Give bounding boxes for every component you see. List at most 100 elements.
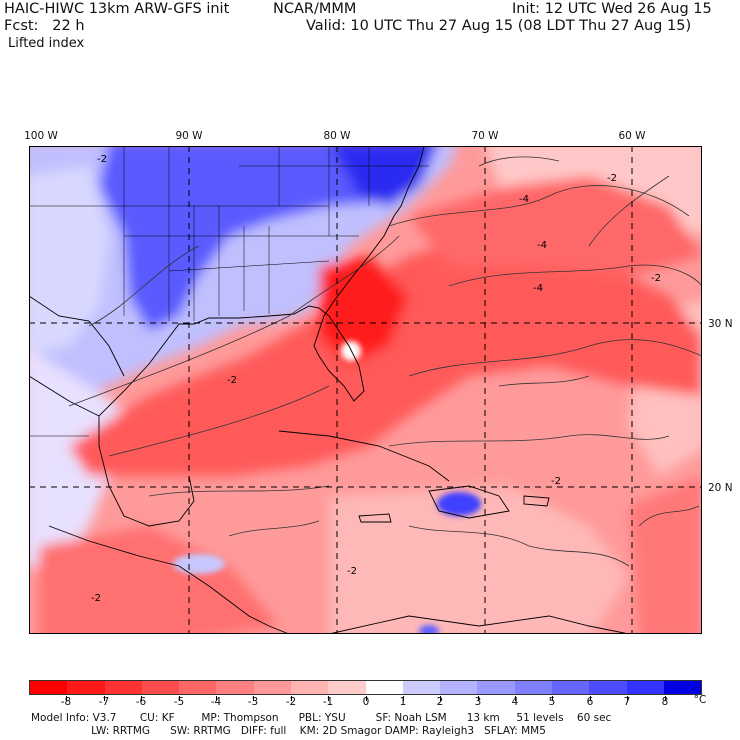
colorbar-swatch (402, 681, 441, 694)
colorbar-swatch (663, 681, 702, 694)
colorbar-tick (366, 696, 367, 701)
lon-label-80w: 80 W (323, 130, 351, 142)
colorbar-tick-label: 4 (511, 696, 519, 708)
blue-blob-south (419, 625, 439, 634)
colorbar-tick (328, 696, 329, 701)
red-region-southeast (629, 476, 702, 634)
forecast-hour: Fcst: 22 h (4, 18, 85, 34)
colorbar-swatch (514, 681, 552, 694)
contour-label: -4 (537, 240, 547, 251)
coastline-cuba (278, 430, 450, 482)
coastline-puerto-rico (523, 495, 550, 507)
colorbar-swatch (440, 681, 478, 694)
coastlines (29, 146, 630, 634)
coastline-us-gulf (29, 146, 425, 417)
red-core-florida (319, 256, 409, 366)
coastline-jamaica (358, 513, 392, 523)
pink-area-caribbean (329, 486, 629, 634)
colorbar-tick (66, 696, 67, 701)
pale-blue-west (29, 166, 109, 355)
colorbar-swatch (216, 681, 254, 694)
colorbar-swatch (551, 681, 590, 694)
org-label: NCAR/MMM (273, 1, 357, 17)
model-info-line-1: Model Info: V3.7 CU: KF MP: Thompson PBL… (31, 712, 612, 724)
colorbar-tick (291, 696, 292, 701)
pale-region-mexico (29, 349, 119, 566)
colorbar-tick (627, 696, 628, 701)
contour-label: -2 (227, 375, 237, 386)
colorbar-tick-label: -7 (98, 696, 110, 708)
colorbar-swatch (477, 681, 515, 694)
map-border (29, 146, 702, 634)
contour-label: -2 (651, 273, 661, 284)
contour-label: -2 (91, 593, 101, 604)
colorbar-tick-label: 1 (399, 696, 407, 708)
colorbar (29, 680, 702, 695)
colorbar-tick (440, 696, 441, 701)
model-title: HAIC-HIWC 13km ARW-GFS init (4, 1, 230, 17)
colorbar-tick (253, 696, 254, 701)
colorbar-tick-label: 5 (548, 696, 556, 708)
colorbar-tick (216, 696, 217, 701)
colorbar-swatch (365, 681, 403, 694)
coastline-south-america (328, 615, 630, 634)
colorbar-tick (104, 696, 105, 701)
lon-label-60w: 60 W (618, 130, 646, 142)
colorbar-tick (590, 696, 591, 701)
contours (68, 156, 702, 567)
colorbar-tick (552, 696, 553, 701)
colorbar-swatch (626, 681, 664, 694)
lon-label-70w: 70 W (471, 130, 499, 142)
colorbar-swatch (141, 681, 180, 694)
colorbar-tick-label: 6 (586, 696, 594, 708)
colorbar-tick (665, 696, 666, 701)
blue-blob-hispaniola (437, 492, 481, 516)
colorbar-tick-label: 2 (436, 696, 444, 708)
contour-label: -2 (551, 476, 561, 487)
red-region-south (39, 526, 279, 634)
colorbar-unit: °C (693, 694, 707, 706)
red-band-atlantic (409, 176, 702, 276)
lon-label-100w: 100 W (24, 130, 58, 142)
deep-blue-northeast (331, 146, 437, 206)
colorbar-tick (141, 696, 142, 701)
border-us-mexico (29, 295, 125, 377)
state-borders (29, 146, 429, 437)
colorbar-tick-label: 0 (362, 696, 370, 708)
model-info-line-2: LW: RRTMG SW: RRTMG DIFF: full KM: 2D Sm… (31, 725, 546, 737)
colorbar-tick-label: -6 (135, 696, 147, 708)
colorbar-tick (403, 696, 404, 701)
coastline-hispaniola (428, 485, 510, 519)
colorbar-tick-label: -3 (247, 696, 259, 708)
colorbar-tick-label: -8 (60, 696, 72, 708)
colorbar-tick-label: 8 (661, 696, 669, 708)
colorbar-tick (478, 696, 479, 701)
lifted-index-map: -2 -2 -4 -4 -4 -2 -2 -2 -2 -2 (29, 146, 702, 634)
init-time: Init: 12 UTC Wed 26 Aug 15 (512, 1, 712, 17)
colorbar-swatch (290, 681, 329, 694)
lon-label-90w: 90 W (175, 130, 203, 142)
contour-label: -2 (607, 173, 617, 184)
contour-label: -4 (533, 283, 543, 294)
colorbar-swatch (589, 681, 627, 694)
colorbar-tick-label: 7 (623, 696, 631, 708)
red-belt-gulf (69, 236, 702, 476)
field-name: Lifted index (8, 36, 85, 51)
colorbar-swatch (67, 681, 105, 694)
lat-label-30n: 30 N (708, 318, 733, 330)
contour-label: -2 (347, 566, 357, 577)
lat-lon-grid (29, 146, 702, 634)
colorbar-tick-label: -5 (173, 696, 185, 708)
deep-blue-core (99, 146, 437, 331)
colorbar-tick-label: -2 (285, 696, 297, 708)
colorbar-swatch (30, 681, 68, 694)
colorbar-tick-label: 3 (474, 696, 482, 708)
contour-label: -4 (519, 194, 529, 205)
colorbar-swatch (328, 681, 366, 694)
lat-label-20n: 20 N (708, 482, 733, 494)
blue-blob-central-america (173, 554, 225, 574)
valid-time: Valid: 10 UTC Thu 27 Aug 15 (08 LDT Thu … (306, 18, 692, 34)
coastline-central-america (48, 525, 290, 634)
colorbar-tick-label: -1 (322, 696, 334, 708)
coastline-yucatan (98, 416, 195, 527)
